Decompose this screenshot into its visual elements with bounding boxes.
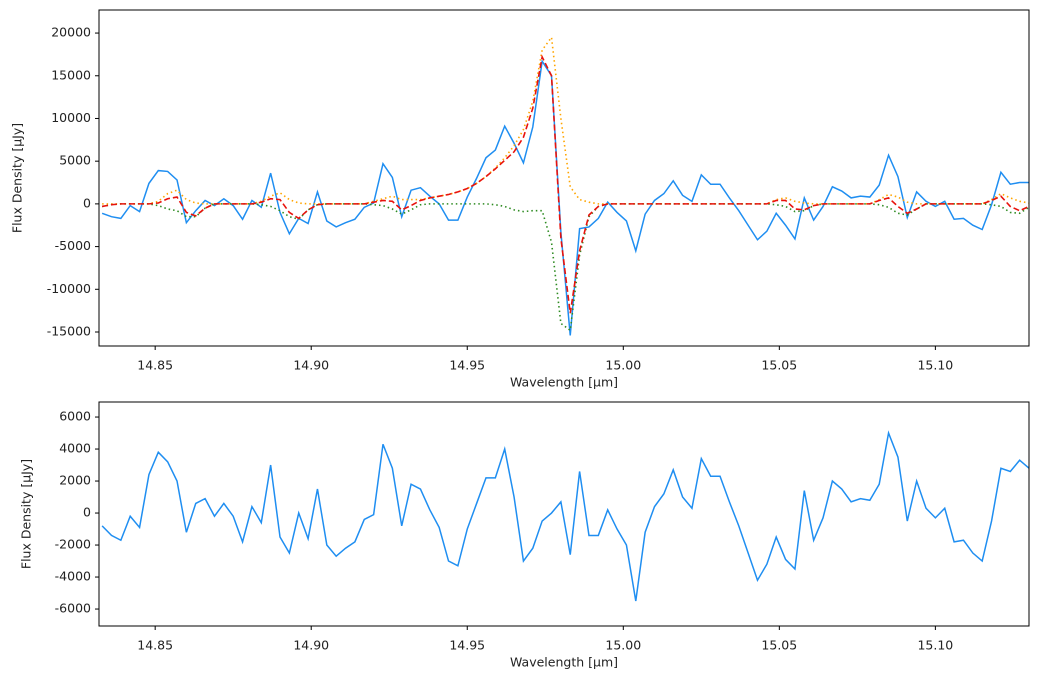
x-tick-label: 15.10 bbox=[917, 358, 953, 373]
x-tick-label: 14.90 bbox=[293, 638, 329, 653]
data-line bbox=[101, 203, 1029, 332]
y-tick-label: 10000 bbox=[51, 110, 91, 125]
x-tick-label: 15.00 bbox=[605, 358, 641, 373]
x-tick-label: 14.95 bbox=[449, 638, 485, 653]
y-tick-label: 20000 bbox=[51, 25, 91, 40]
y-tick-label: 5000 bbox=[59, 153, 91, 168]
y-tick-label: -4000 bbox=[55, 569, 91, 584]
y-tick-label: -6000 bbox=[55, 601, 91, 616]
axes-frame bbox=[98, 401, 1030, 627]
data-line bbox=[101, 59, 1029, 336]
x-axis-label: Wavelength [μm] bbox=[510, 655, 618, 670]
x-tick-label: 14.95 bbox=[449, 358, 485, 373]
y-axis-label: Flux Density [μJy] bbox=[10, 123, 25, 233]
y-tick-label: -15000 bbox=[47, 323, 91, 338]
x-tick-label: 15.00 bbox=[605, 638, 641, 653]
y-tick-label: 4000 bbox=[59, 441, 91, 456]
y-axis-label: Flux Density [μJy] bbox=[19, 459, 34, 569]
data-line bbox=[102, 35, 1029, 205]
y-tick-label: -2000 bbox=[55, 537, 91, 552]
y-tick-label: 0 bbox=[83, 505, 91, 520]
data-line bbox=[101, 430, 1029, 602]
axes-frame bbox=[98, 9, 1030, 347]
x-axis-label: Wavelength [μm] bbox=[510, 375, 618, 390]
y-tick-label: 6000 bbox=[59, 409, 91, 424]
y-tick-label: 0 bbox=[83, 195, 91, 210]
y-tick-label: -5000 bbox=[55, 238, 91, 253]
y-tick-label: 2000 bbox=[59, 473, 91, 488]
data-line bbox=[101, 54, 1029, 314]
x-tick-label: 14.85 bbox=[137, 358, 173, 373]
x-tick-label: 15.10 bbox=[917, 638, 953, 653]
y-tick-label: -10000 bbox=[47, 281, 91, 296]
x-tick-label: 14.85 bbox=[137, 638, 173, 653]
x-tick-label: 14.90 bbox=[293, 358, 329, 373]
x-tick-label: 15.05 bbox=[761, 638, 797, 653]
x-tick-label: 15.05 bbox=[761, 358, 797, 373]
y-tick-label: 15000 bbox=[51, 67, 91, 82]
